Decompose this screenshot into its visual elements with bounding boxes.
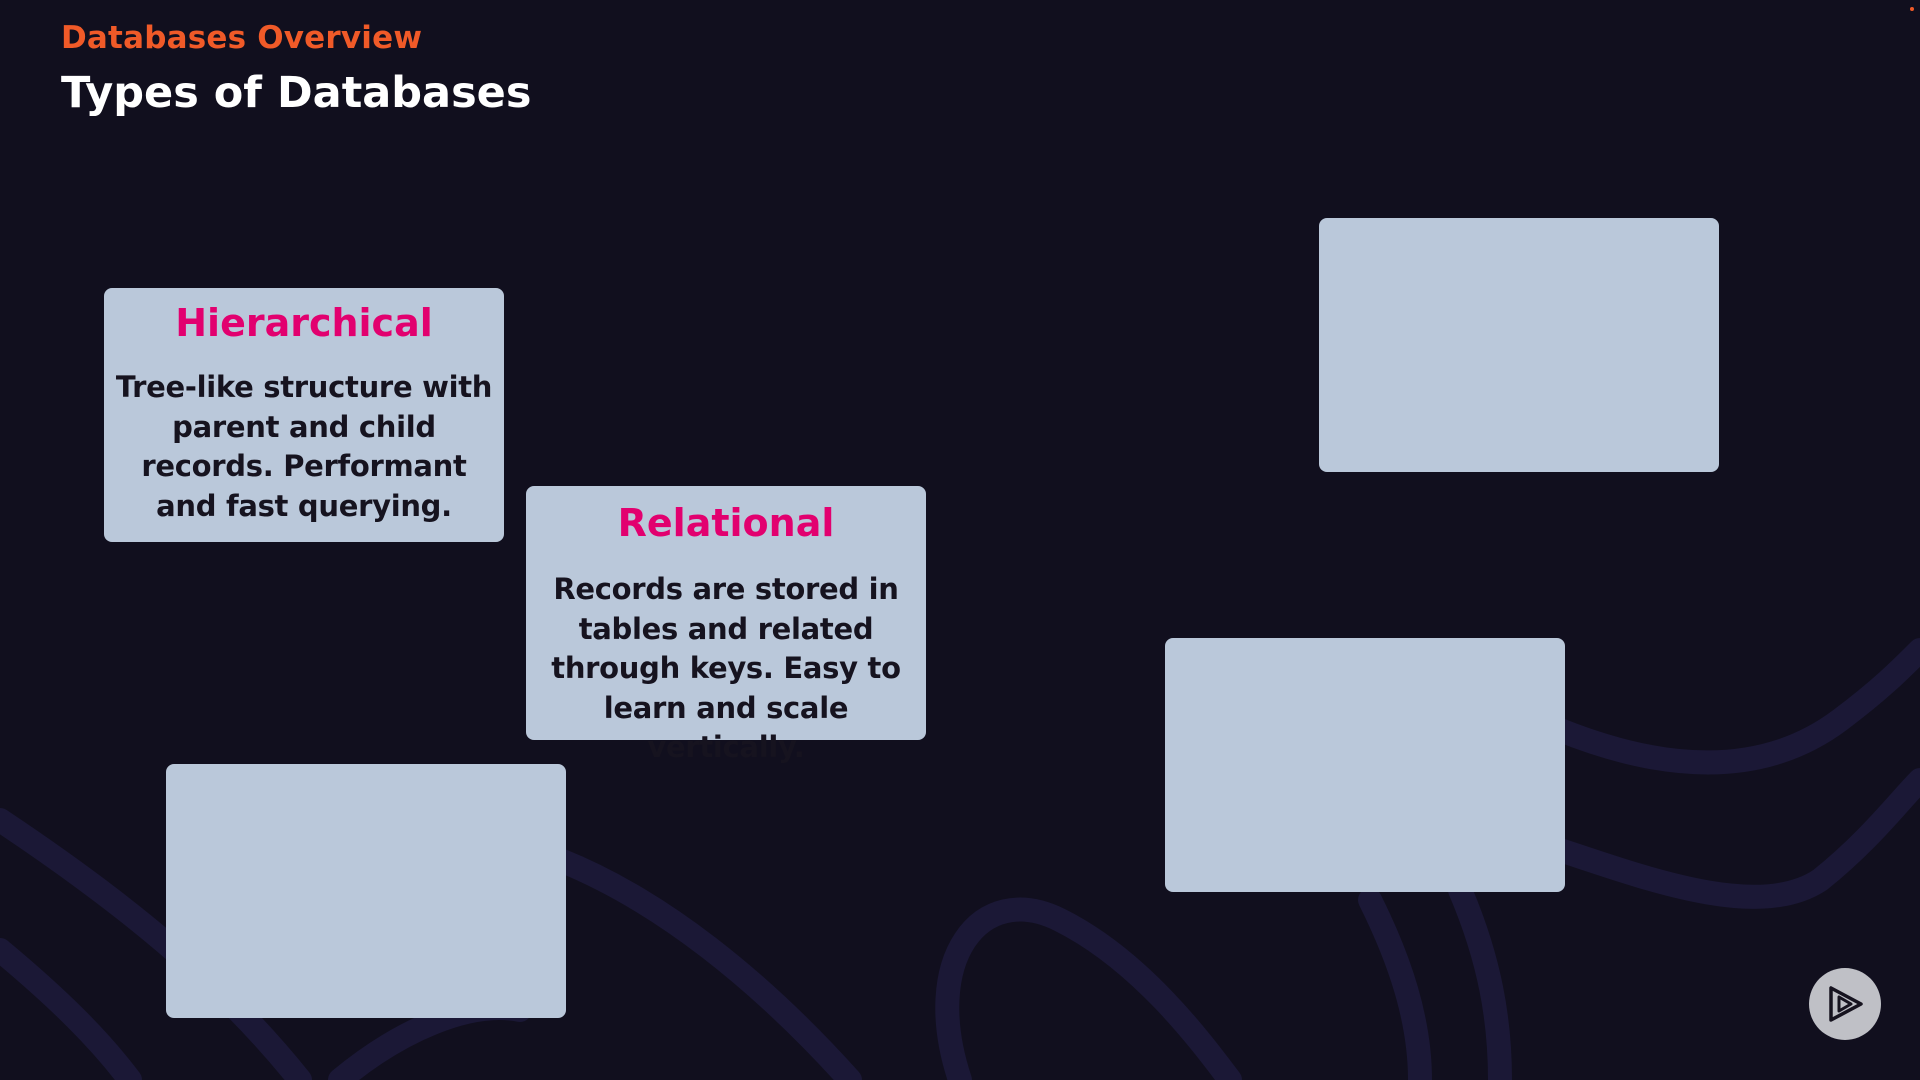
section-eyebrow: Databases Overview xyxy=(61,20,423,56)
corner-dot xyxy=(1910,7,1914,11)
page-title: Types of Databases xyxy=(61,68,532,118)
card-title: Hierarchical xyxy=(175,301,433,345)
card-relational: Relational Records are stored in tables … xyxy=(526,486,926,764)
play-icon xyxy=(1829,986,1863,1022)
card-placeholder-top-right xyxy=(1319,218,1719,472)
card-body: Records are stored in tables and related… xyxy=(551,572,901,764)
card-hierarchical: Hierarchical Tree-like structure with pa… xyxy=(104,288,504,542)
play-button[interactable] xyxy=(1809,968,1881,1040)
card-title: Relational xyxy=(617,501,835,545)
card-placeholder-bottom-left xyxy=(166,764,566,1018)
card-placeholder-middle-right xyxy=(1165,638,1565,892)
card-body: Tree-like structure with parent and chil… xyxy=(115,370,493,523)
